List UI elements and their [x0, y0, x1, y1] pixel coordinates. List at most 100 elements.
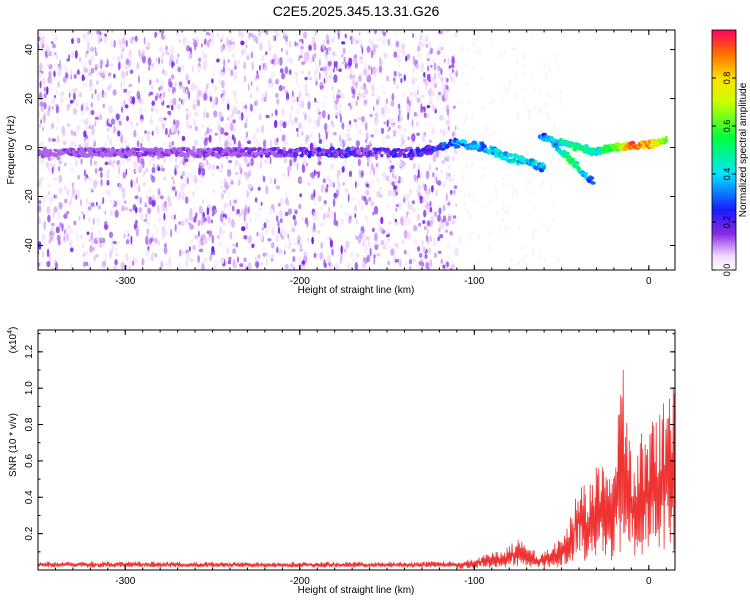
noise-cell [292, 98, 296, 103]
noise-cell [273, 178, 277, 185]
noise-cell [433, 178, 437, 183]
noise-cell [397, 129, 401, 136]
noise-cell [169, 54, 174, 62]
noise-cell [393, 254, 396, 261]
noise-cell [127, 93, 130, 100]
noise-cell [222, 66, 226, 73]
noise-cell [219, 257, 225, 265]
noise-cell [82, 253, 86, 257]
noise-cell [205, 31, 209, 36]
noise-cell [366, 254, 370, 263]
noise-cell [324, 56, 328, 61]
noise-cell [349, 215, 352, 220]
noise-cell [513, 46, 516, 51]
noise-cell [389, 244, 391, 249]
noise-cell [454, 148, 456, 153]
noise-cell [267, 238, 272, 242]
y-tick-label: 0.8 [24, 417, 35, 431]
noise-cell [190, 238, 194, 244]
noise-cell [53, 177, 58, 181]
noise-cell [249, 216, 252, 223]
noise-cell [47, 214, 51, 223]
x-tick-label: 0 [646, 276, 652, 287]
noise-cell [89, 244, 93, 253]
noise-cell [447, 115, 450, 119]
colorbar-gradient [711, 29, 737, 271]
noise-cell [364, 198, 369, 206]
noise-cell [337, 181, 341, 188]
noise-cell [86, 42, 91, 52]
noise-cell [241, 209, 245, 216]
noise-cell [304, 92, 309, 97]
noise-cell [338, 134, 342, 143]
noise-cell [446, 241, 450, 250]
noise-cell [433, 72, 437, 80]
trace-main-cell [346, 146, 352, 152]
noise-cell [396, 45, 401, 53]
noise-cell [160, 53, 164, 62]
noise-cell [133, 257, 138, 266]
noise-cell [355, 187, 358, 194]
noise-cell [439, 234, 444, 239]
noise-cell [358, 128, 363, 136]
noise-cell [389, 160, 392, 164]
noise-cell [93, 179, 97, 189]
noise-cell [135, 227, 139, 237]
noise-cell [74, 50, 78, 59]
noise-cell [274, 30, 279, 34]
noise-cell [495, 191, 498, 199]
noise-cell [84, 118, 89, 126]
noise-cell [122, 171, 127, 179]
noise-cell [39, 101, 44, 107]
noise-cell [170, 213, 175, 220]
noise-cell [442, 221, 445, 230]
noise-cell [93, 160, 98, 166]
snr-axes: -300 -200 -100 00.20.40.60.81.01.2 [24, 330, 675, 587]
noise-cell [367, 64, 371, 71]
noise-cell [473, 64, 476, 71]
noise-cell [220, 127, 225, 135]
noise-cell [213, 110, 218, 118]
noise-cell [366, 215, 369, 225]
noise-cell [147, 219, 150, 228]
noise-cell [168, 155, 174, 162]
trace-main-cell [528, 158, 536, 163]
noise-cell [276, 98, 280, 106]
noise-cell [159, 115, 164, 124]
noise-cell [331, 85, 334, 91]
noise-cell [243, 171, 247, 176]
noise-cell [52, 97, 56, 102]
noise-cell [245, 44, 248, 48]
noise-cell [455, 124, 458, 128]
noise-cell [303, 31, 308, 39]
noise-cell [74, 159, 79, 168]
noise-cell [429, 49, 433, 55]
noise-cell [220, 243, 223, 247]
trace-main-cell [506, 153, 514, 158]
noise-cell [400, 216, 404, 226]
noise-cell [307, 116, 312, 125]
noise-cell [436, 50, 441, 56]
noise-cell [209, 96, 213, 102]
noise-cell [340, 142, 344, 147]
noise-cell [229, 113, 232, 123]
noise-cell [403, 249, 407, 255]
noise-cell [56, 64, 59, 73]
noise-cell [116, 55, 120, 64]
noise-cell [323, 77, 326, 84]
noise-cell [393, 51, 398, 58]
noise-cell [256, 231, 259, 237]
noise-cell [327, 60, 332, 67]
noise-cell [343, 56, 346, 63]
noise-cell [441, 56, 444, 60]
noise-cell [379, 186, 382, 191]
noise-cell [434, 211, 437, 218]
noise-cell [186, 39, 191, 47]
noise-cell [463, 194, 466, 198]
noise-cell [104, 91, 108, 99]
noise-cell [172, 97, 177, 106]
noise-cell [174, 86, 176, 93]
noise-cell [126, 115, 129, 122]
noise-cell [233, 175, 236, 179]
noise-cell [383, 121, 387, 125]
